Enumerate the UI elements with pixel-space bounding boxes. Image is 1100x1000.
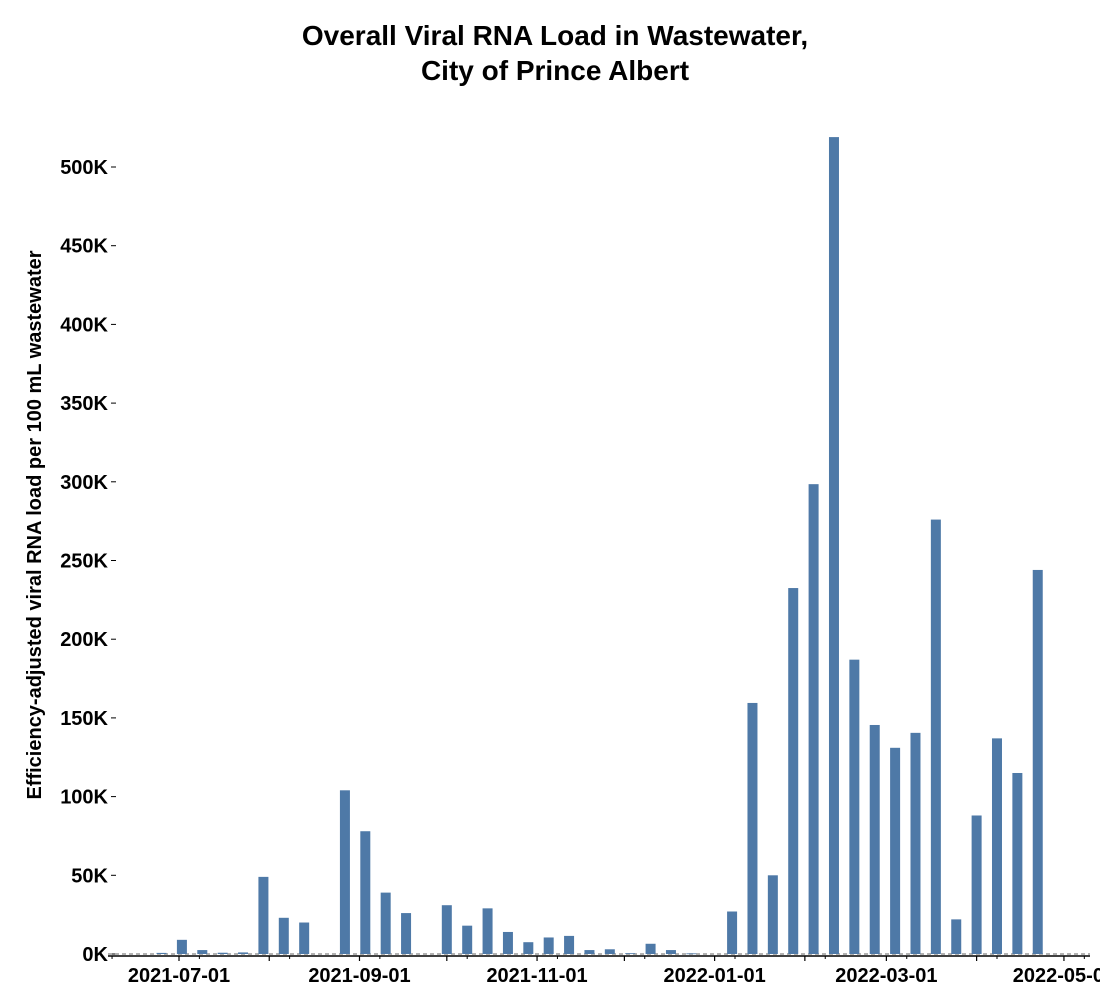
- bar-2021-07-23: [238, 952, 249, 954]
- bar-2021-08-06: [278, 917, 289, 954]
- bar-2022-01-21: [767, 875, 778, 954]
- bar-2021-12-24: [686, 953, 697, 955]
- bar-2022-02-04: [808, 484, 819, 954]
- bar-2021-10-22: [502, 931, 513, 954]
- bar-2022-03-11: [910, 732, 921, 954]
- y-tick-label: 250K: [60, 551, 108, 573]
- x-tick-label: 2022-01-01: [663, 965, 765, 987]
- y-tick-label: 500K: [60, 157, 108, 179]
- bar-2021-12-17: [665, 950, 676, 954]
- x-tick-label: 2022-05-01: [1013, 965, 1100, 987]
- bar-2021-11-26: [604, 949, 615, 954]
- bar-2021-10-01: [441, 905, 452, 954]
- y-tick-label: 0K: [82, 944, 108, 966]
- y-tick-label: 100K: [60, 787, 108, 809]
- bar-2022-04-01: [971, 815, 982, 954]
- y-tick-label: 150K: [60, 708, 108, 730]
- bar-2021-09-10: [380, 892, 391, 954]
- bar-2021-09-03: [360, 831, 371, 954]
- x-tick-label: 2021-11-01: [486, 965, 587, 987]
- bar-2021-07-16: [217, 952, 228, 954]
- y-tick-label: 350K: [60, 393, 108, 415]
- y-axis-label: Efficiency-adjusted viral RNA load per 1…: [24, 250, 46, 799]
- y-tick-label: 300K: [60, 472, 108, 494]
- bar-2021-10-08: [462, 925, 473, 954]
- bar-2021-09-17: [401, 913, 412, 954]
- bar-2022-03-18: [930, 519, 941, 954]
- y-axis: 0K 50K 100K 150K 200K 250K 300K 350K 400K 450K 500…: [60, 157, 116, 966]
- bar-2022-03-25: [951, 919, 962, 954]
- y-tick-label: 450K: [60, 236, 108, 258]
- bar-2022-01-07: [727, 911, 738, 954]
- x-tick-label: 2021-07-01: [128, 965, 230, 987]
- bar-2022-03-04: [890, 747, 901, 954]
- x-tick-label: 2022-03-01: [835, 965, 937, 987]
- chart-title-line-1: Overall Viral RNA Load in Wastewater,: [302, 20, 808, 51]
- bar-2021-07-30: [258, 876, 269, 954]
- bar-2021-08-13: [299, 922, 310, 954]
- bar-2022-01-14: [747, 702, 758, 954]
- bar-2021-07-09: [197, 950, 208, 954]
- bar-2021-10-15: [482, 908, 493, 954]
- bar-2022-04-22: [1032, 569, 1043, 954]
- bar-2022-04-15: [1012, 772, 1023, 954]
- bar-2022-02-11: [828, 137, 839, 954]
- bar-2022-04-08: [991, 738, 1002, 954]
- y-tick-label: 400K: [60, 314, 108, 336]
- bar-2021-07-02: [176, 939, 187, 954]
- chart-title-line-2: City of Prince Albert: [421, 55, 689, 86]
- y-tick-label: 200K: [60, 629, 108, 651]
- bar-2022-02-18: [849, 659, 860, 954]
- bar-2021-11-19: [584, 950, 595, 954]
- bar-2021-11-12: [564, 935, 575, 954]
- bar-2021-12-10: [645, 943, 656, 954]
- bars: [156, 137, 1043, 955]
- y-tick-label: 50K: [71, 865, 108, 887]
- bar-2021-11-05: [543, 937, 554, 954]
- bar-2021-06-25: [156, 952, 167, 954]
- bar-2021-12-03: [625, 953, 636, 955]
- bar-2022-01-28: [788, 588, 799, 954]
- x-axis: 2021-07-01 2021-09-01 2021-11-01 2022-01-01…: [108, 955, 1100, 987]
- bar-2021-10-29: [523, 942, 534, 954]
- bar-2021-08-27: [339, 790, 350, 954]
- bar-2022-02-25: [869, 724, 880, 954]
- x-tick-label: 2021-09-01: [308, 965, 410, 987]
